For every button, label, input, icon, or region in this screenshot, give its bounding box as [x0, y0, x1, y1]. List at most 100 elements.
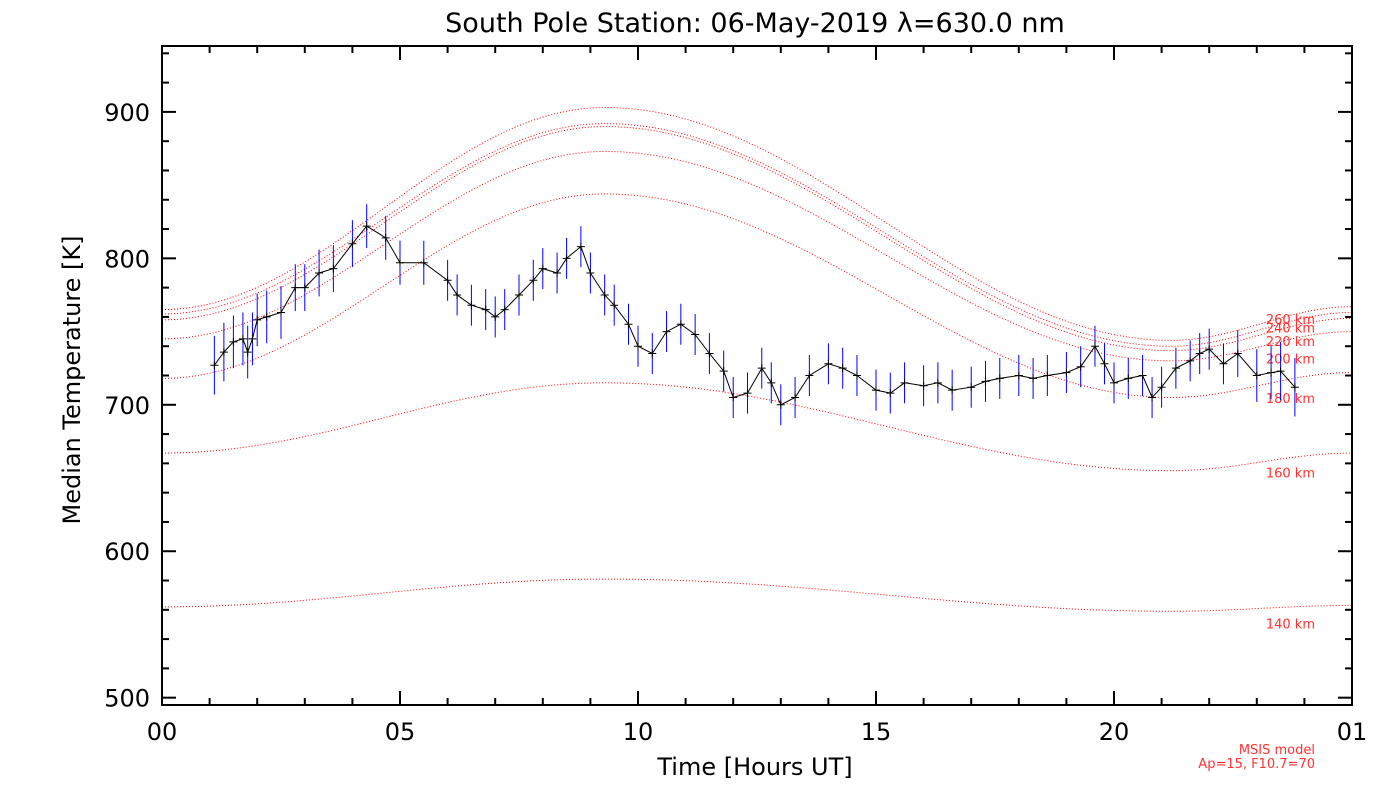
measured-series — [210, 222, 1299, 409]
data-point — [1290, 383, 1299, 392]
data-point — [967, 383, 976, 392]
x-tick-label: 01 — [1337, 718, 1368, 746]
data-point — [219, 348, 228, 357]
y-tick-label: 900 — [104, 99, 150, 127]
data-point — [1233, 349, 1242, 358]
model-label-260-km: 260 km — [1266, 313, 1315, 328]
data-point — [586, 268, 595, 277]
model-label-220-km: 220 km — [1266, 335, 1315, 350]
data-point — [262, 312, 271, 321]
model-curve-260-km — [161, 107, 1352, 341]
tick-marks — [161, 46, 1353, 705]
data-point — [1219, 359, 1228, 368]
data-point — [757, 364, 766, 373]
data-point — [1157, 383, 1166, 392]
model-curve-160-km — [162, 382, 1352, 472]
data-point — [995, 374, 1004, 383]
y-tick-label: 500 — [104, 685, 150, 713]
data-point — [500, 305, 509, 314]
data-point — [419, 258, 428, 267]
data-point — [1205, 345, 1214, 354]
data-point — [315, 268, 324, 277]
data-point — [776, 400, 785, 409]
data-point — [491, 312, 500, 321]
data-point — [253, 315, 262, 324]
y-tick-label: 700 — [104, 392, 150, 420]
data-point — [1138, 371, 1147, 380]
data-point — [824, 359, 833, 368]
data-point — [1014, 371, 1023, 380]
data-point — [886, 389, 895, 398]
data-point — [900, 378, 909, 387]
data-point — [1276, 367, 1285, 376]
data-point — [1043, 371, 1052, 380]
x-tick-label: 20 — [1099, 718, 1130, 746]
model-annotation-line-1: MSIS model — [1239, 743, 1315, 758]
y-tick-label: 800 — [104, 245, 150, 273]
data-point — [1090, 342, 1099, 351]
data-point — [852, 371, 861, 380]
data-point — [238, 334, 247, 343]
data-point — [624, 320, 633, 329]
data-point — [1029, 374, 1038, 383]
data-point — [662, 327, 671, 336]
x-tick-label: 00 — [147, 718, 178, 746]
data-point — [719, 367, 728, 376]
data-point — [453, 290, 462, 299]
data-point — [443, 276, 452, 285]
data-point — [1110, 378, 1118, 387]
data-point — [919, 381, 928, 390]
model-curve-140-km — [162, 578, 1352, 612]
data-point — [291, 283, 300, 292]
model-curve-200-km — [161, 150, 1352, 362]
data-point — [229, 337, 238, 346]
data-point — [1076, 362, 1085, 371]
data-point — [933, 378, 942, 387]
model-label-160-km: 160 km — [1266, 467, 1315, 482]
model-label-200-km: 200 km — [1266, 352, 1315, 367]
measured-line — [213, 225, 1296, 406]
data-point — [1148, 393, 1157, 402]
data-point — [1195, 349, 1204, 358]
y-axis-label: Median Temperature [K] — [58, 235, 86, 524]
data-point — [805, 371, 814, 380]
data-point — [515, 290, 523, 299]
data-point — [576, 242, 585, 251]
model-label-180-km: 180 km — [1266, 392, 1315, 407]
data-point — [610, 301, 619, 310]
data-point — [743, 389, 752, 398]
data-point — [348, 239, 357, 248]
data-point — [600, 290, 609, 299]
data-point — [562, 254, 571, 263]
data-point — [791, 393, 800, 402]
data-point — [481, 305, 490, 314]
data-point — [872, 386, 880, 395]
data-point — [467, 301, 476, 310]
data-point — [362, 222, 371, 231]
data-point — [1186, 356, 1195, 365]
data-point — [838, 364, 847, 373]
model-annotation-line-2: Ap=15, F10.7=70 — [1198, 757, 1315, 772]
data-point — [1171, 364, 1180, 373]
x-tick-label: 05 — [385, 718, 416, 746]
data-point — [1124, 374, 1133, 383]
data-point — [381, 233, 390, 242]
y-tick-label: 600 — [104, 538, 150, 566]
data-point — [396, 258, 404, 267]
data-point — [729, 393, 738, 402]
data-point — [648, 349, 657, 358]
chart-title: South Pole Station: 06-May-2019 λ=630.0 … — [445, 8, 1065, 39]
data-point — [981, 377, 990, 386]
data-point — [1267, 368, 1276, 377]
model-label-140-km: 140 km — [1266, 617, 1315, 632]
model-curve-240-km — [161, 123, 1353, 347]
x-tick-label: 10 — [623, 718, 654, 746]
data-point — [676, 320, 685, 329]
x-axis-label: Time [Hours UT] — [656, 753, 852, 781]
data-point — [248, 334, 257, 343]
data-point — [1062, 368, 1071, 377]
data-point — [277, 308, 285, 317]
data-point — [948, 386, 957, 395]
